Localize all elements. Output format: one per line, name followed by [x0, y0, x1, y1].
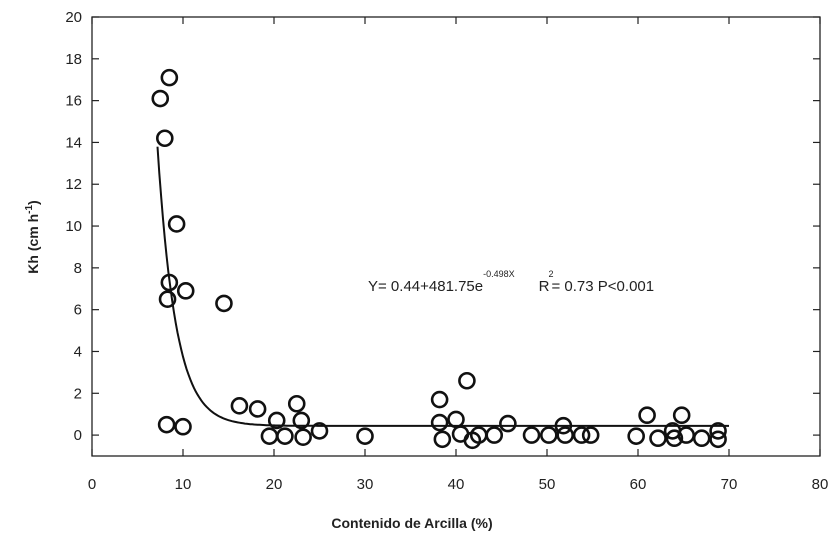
- data-point: [267, 411, 286, 430]
- data-point: [430, 413, 449, 432]
- fit-curve: [156, 146, 729, 427]
- y-tick-label: 16: [65, 93, 82, 110]
- equation-main: Y= 0.44+481.75e: [368, 278, 483, 295]
- y-axis-title-main: Kh (cm h: [25, 214, 41, 274]
- data-point: [310, 422, 329, 440]
- data-point: [160, 68, 179, 87]
- y-tick-label: 0: [74, 427, 82, 444]
- data-point: [447, 410, 465, 429]
- axis-ticks: 0 10 20 30 40 50 60 70 80 0 2 4 6 8 10 12 14 16 18 20: [65, 9, 828, 493]
- data-point: [499, 414, 517, 433]
- x-tick-label: 80: [812, 476, 829, 493]
- y-axis-title-close: ): [25, 200, 41, 205]
- data-point: [649, 429, 667, 448]
- x-tick-label: 0: [88, 476, 96, 493]
- y-tick-label: 20: [65, 9, 82, 26]
- y-tick-label: 12: [65, 176, 82, 193]
- data-point: [287, 394, 306, 413]
- data-point: [160, 273, 179, 292]
- data-point: [672, 406, 691, 425]
- y-axis-title-superscript: -1: [24, 205, 35, 214]
- data-point: [485, 426, 504, 444]
- data-point: [294, 428, 312, 446]
- data-point: [458, 371, 476, 390]
- data-point: [158, 290, 177, 309]
- r-squared-value: = 0.73 P<0.001: [552, 278, 655, 295]
- y-axis-title: Kh (cm h-1): [24, 200, 41, 273]
- data-point: [215, 294, 233, 313]
- y-tick-label: 8: [74, 260, 82, 277]
- data-point: [157, 415, 176, 434]
- r-squared-exponent: 2: [548, 269, 553, 279]
- data-point: [556, 426, 575, 444]
- data-point: [260, 427, 279, 445]
- data-point: [151, 89, 170, 108]
- plot-area: [91, 16, 821, 457]
- plot-frame: [91, 16, 821, 457]
- x-tick-label: 30: [357, 476, 374, 493]
- data-point: [356, 427, 374, 445]
- y-tick-label: 14: [65, 134, 82, 151]
- regression-equation: Y= 0.44+481.75e-0.498X R2 = 0.73 P<0.001: [368, 269, 654, 295]
- y-tick-label: 10: [65, 218, 82, 235]
- equation-exponent: -0.498X: [483, 269, 515, 279]
- data-point: [174, 417, 192, 436]
- data-point: [230, 397, 249, 415]
- data-point: [709, 430, 727, 449]
- data-point: [522, 426, 541, 444]
- data-point: [176, 282, 195, 300]
- x-tick-label: 40: [448, 476, 465, 493]
- r-squared-label: R: [539, 278, 550, 295]
- fit-curve-layer: [156, 146, 729, 427]
- data-point: [276, 427, 294, 445]
- y-tick-label: 2: [74, 385, 82, 402]
- data-point: [167, 215, 186, 233]
- data-points: [151, 68, 727, 450]
- data-point: [248, 400, 267, 418]
- x-tick-label: 60: [630, 476, 647, 493]
- x-tick-label: 50: [539, 476, 556, 493]
- data-point: [433, 430, 452, 449]
- x-axis-title: Contenido de Arcilla (%): [331, 515, 492, 531]
- x-tick-label: 70: [721, 476, 738, 493]
- data-point: [692, 429, 711, 448]
- data-point: [540, 426, 558, 444]
- y-tick-label: 4: [74, 343, 82, 360]
- y-tick-label: 6: [74, 302, 82, 319]
- data-point: [572, 426, 591, 444]
- data-point: [156, 129, 174, 148]
- y-tick-label: 18: [65, 51, 82, 68]
- data-point: [638, 406, 656, 425]
- data-point: [665, 429, 684, 448]
- data-point: [554, 416, 573, 435]
- data-point: [292, 411, 311, 430]
- data-point: [709, 422, 727, 440]
- x-tick-label: 10: [175, 476, 192, 493]
- data-point: [581, 426, 600, 444]
- x-tick-label: 20: [266, 476, 283, 493]
- data-point: [430, 390, 449, 409]
- data-point: [627, 427, 645, 445]
